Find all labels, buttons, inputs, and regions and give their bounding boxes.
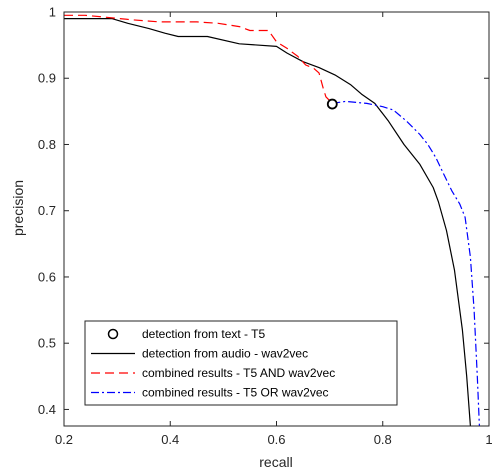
x-tick-label: 1 — [485, 432, 492, 447]
y-tick-label: 0.5 — [38, 336, 56, 351]
y-tick-label: 0.4 — [38, 402, 56, 417]
x-tick-label: 0.8 — [374, 432, 392, 447]
legend-label: detection from text - T5 — [142, 327, 265, 341]
y-tick-label: 1 — [49, 5, 56, 20]
x-tick-label: 0.2 — [55, 432, 73, 447]
x-axis-title: recall — [259, 454, 292, 470]
y-tick-label: 0.6 — [38, 269, 56, 284]
series-line-3 — [64, 14, 333, 104]
y-tick-label: 0.7 — [38, 203, 56, 218]
y-tick-label: 0.9 — [38, 71, 56, 86]
x-tick-label: 0.4 — [161, 432, 179, 447]
legend-label: combined results - T5 OR wav2vec — [142, 386, 329, 400]
legend-label: combined results - T5 AND wav2vec — [142, 366, 335, 380]
text-detection-point — [326, 98, 338, 110]
y-tick-label: 0.8 — [38, 137, 56, 152]
legend: detection from text - T5 detection from a… — [84, 320, 398, 406]
y-axis-title: precision — [10, 180, 26, 236]
legend-label: detection from audio - wav2vec — [142, 347, 308, 361]
legend-box — [84, 320, 398, 406]
legend-marker-icon — [107, 328, 119, 340]
x-tick-label: 0.6 — [267, 432, 285, 447]
series-line-2 — [64, 18, 471, 426]
